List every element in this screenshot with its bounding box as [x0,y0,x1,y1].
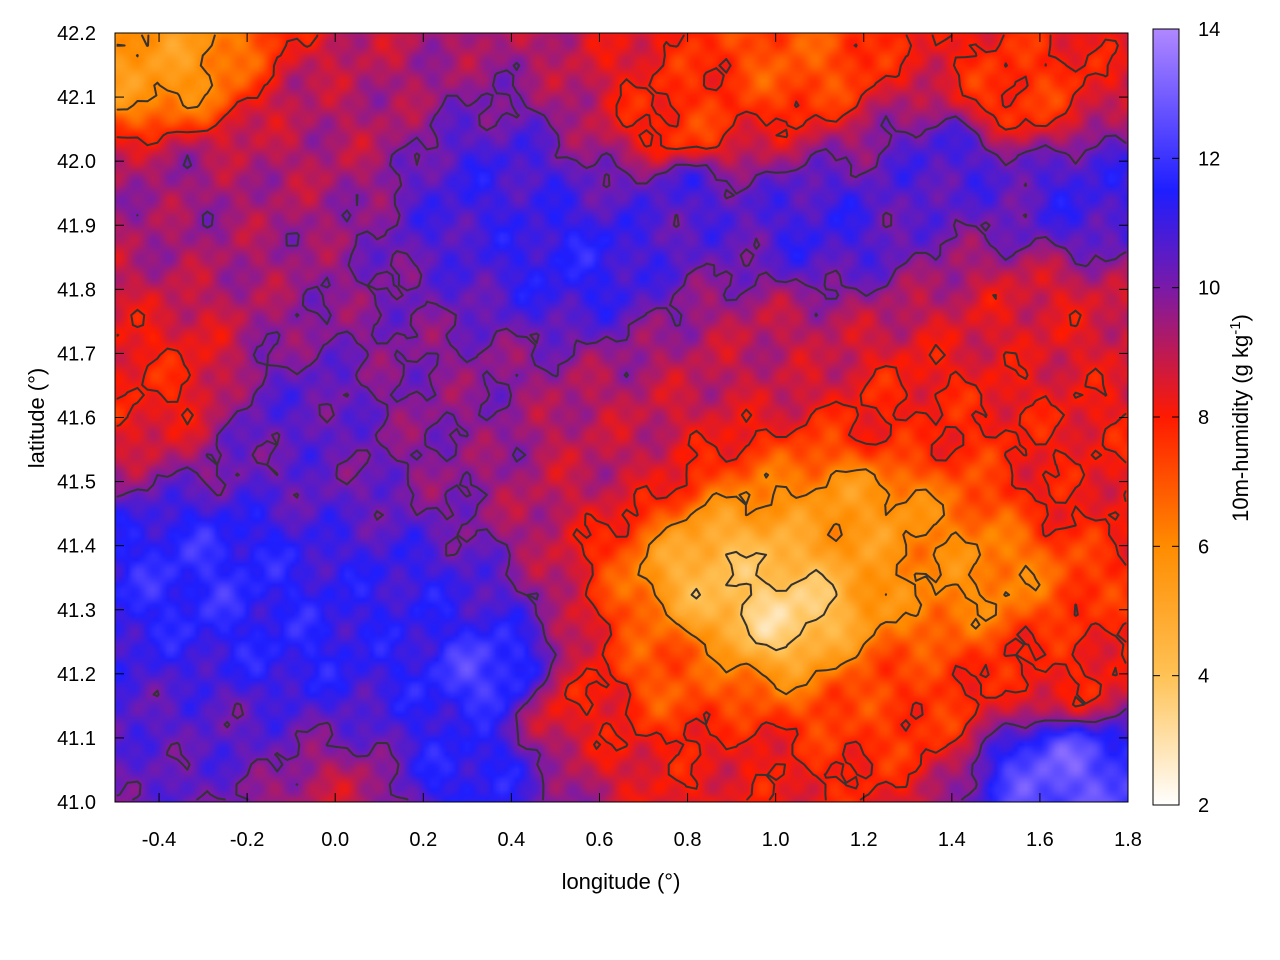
x-tick-label: 0.4 [497,829,525,851]
contour-line [116,34,1041,696]
y-tick-label: 41.8 [57,279,96,301]
y-tick-label: 42.1 [57,87,96,109]
colorbar-axis: 2 4 6 8 10 12 14 [1153,19,1220,817]
colorbar-tick-label: 4 [1198,666,1209,688]
y-tick-label: 41.7 [57,343,96,365]
colorbar-title-main: 10m-humidity (g kg [1228,335,1253,522]
y-axis-title: latitude (°) [24,368,49,469]
colorbar-tick-label: 8 [1198,407,1209,429]
x-tick-label: 0.8 [674,829,702,851]
colorbar-tick-label: 12 [1198,148,1220,170]
x-tick-label: 1.2 [850,829,878,851]
x-axis: -0.4 -0.2 0.0 0.2 0.4 0.6 0.8 1.0 1.2 1.4 1.6 1.8 [142,33,1142,851]
x-tick-label: 0.6 [586,829,614,851]
y-tick-label: 41.4 [57,536,96,558]
humidity-raster [115,33,1128,802]
y-axis: 41.0 41.1 41.2 41.3 41.4 41.5 41.6 41.7 41.8 41.9… [57,23,1128,814]
contour-line [116,61,1127,801]
colorbar-title-close: ) [1228,314,1253,321]
y-tick-label: 42.2 [57,23,96,45]
y-tick-label: 41.1 [57,728,96,750]
colorbar-tick-label: 2 [1198,795,1209,817]
x-tick-label: 1.8 [1114,829,1142,851]
x-tick-label: 1.6 [1026,829,1054,851]
x-tick-label: 0.0 [321,829,349,851]
y-tick-label: 42.0 [57,151,96,173]
x-tick-label: 0.2 [409,829,437,851]
x-tick-label: 1.4 [938,829,966,851]
x-tick-label: -0.4 [142,829,176,851]
colorbar-tick-label: 14 [1198,19,1220,41]
colorbar-tick-label: 6 [1198,536,1209,558]
colorbar-title: 10m-humidity (g kg-1) [1227,314,1254,522]
y-tick-label: 41.3 [57,600,96,622]
contour-line [690,550,838,652]
x-axis-title: longitude (°) [562,869,681,894]
contour-line [116,34,1127,801]
x-tick-label: 1.0 [762,829,790,851]
colorbar-title-exponent: -1 [1227,321,1244,334]
humidity-field [115,33,1128,802]
y-tick-label: 41.5 [57,472,96,494]
x-tick-label: -0.2 [230,829,264,851]
y-tick-label: 41.6 [57,408,96,430]
y-tick-label: 41.9 [57,215,96,237]
y-tick-label: 41.2 [57,664,96,686]
colorbar-tick-label: 10 [1198,278,1220,300]
y-tick-label: 41.0 [57,792,96,814]
contour-lines [116,34,1127,801]
